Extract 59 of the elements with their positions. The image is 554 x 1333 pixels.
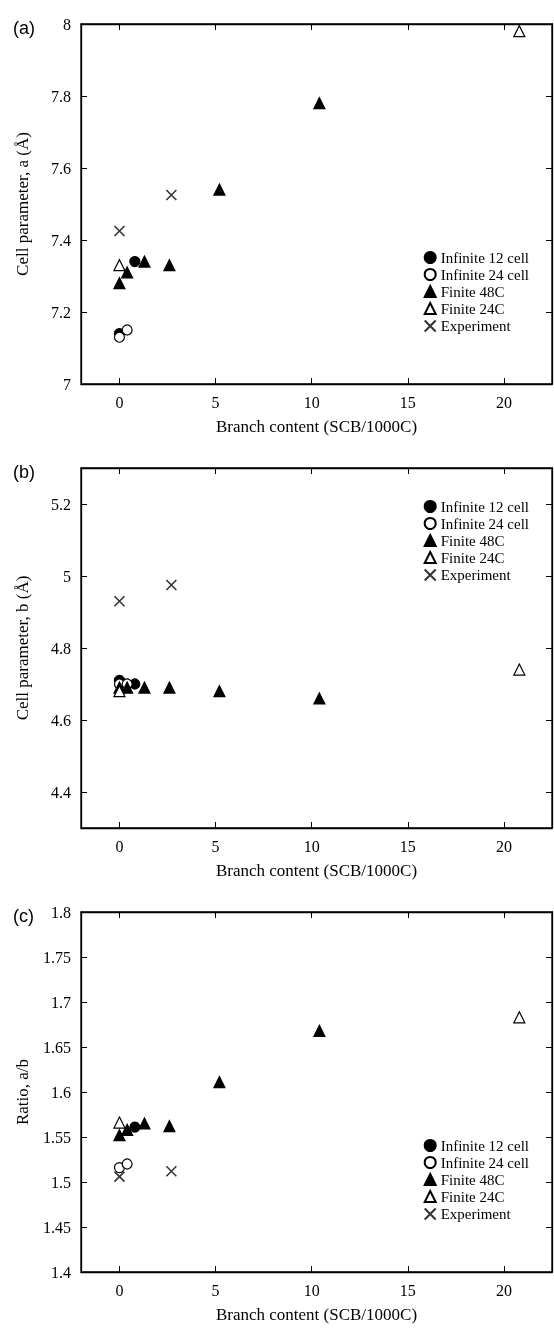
chart-title: (a) [13,18,35,38]
x-tick-label: 10 [303,1281,320,1299]
x-tick-label: 15 [399,837,416,855]
x-tick-label: 0 [115,393,124,411]
y-tick-label: 1.7 [51,993,71,1011]
legend-label: Finite 48C [440,283,505,300]
y-tick-label: 7.4 [51,231,71,249]
legend-label: Infinite 24 cell [440,1154,530,1171]
y-tick-label: 4.4 [51,783,71,801]
legend-label: Finite 48C [440,1171,505,1188]
x-tick-label: 0 [115,1281,124,1299]
legend-label: Finite 24C [440,549,505,566]
y-tick-label: 7.8 [51,87,71,105]
legend-label: Infinite 12 cell [440,249,530,266]
y-tick-label: 1.75 [43,948,71,966]
legend-label: Infinite 24 cell [440,515,530,532]
x-axis-title: Branch content (SCB/1000C) [215,1305,418,1324]
legend-label: Finite 24C [440,1188,505,1205]
x-tick-label: 5 [211,837,220,855]
x-tick-label: 10 [303,393,320,411]
legend-label: Infinite 12 cell [440,498,530,515]
legend-label: Infinite 24 cell [440,266,530,283]
legend-label: Experiment [440,1206,512,1222]
legend-label: Experiment [440,567,512,583]
y-tick-label: 7.2 [51,303,71,321]
y-tick-label: 8 [63,15,71,33]
y-axis-title: Cell parameter, a (Å) [13,132,32,276]
legend-label: Experiment [440,318,512,334]
y-tick-label: 4.6 [51,711,71,729]
y-axis-title: Ratio, a/b [13,1058,32,1126]
legend-label: Infinite 12 cell [440,1137,530,1154]
x-tick-label: 15 [399,393,416,411]
x-tick-label: 5 [211,1281,220,1299]
y-tick-label: 5 [63,567,71,585]
chart-title: (b) [13,462,35,482]
legend-label: Finite 48C [440,532,505,549]
x-tick-label: 20 [495,837,512,855]
x-tick-label: 15 [399,1281,416,1299]
y-tick-label: 1.8 [51,903,71,921]
x-tick-label: 0 [115,837,124,855]
x-axis-title: Branch content (SCB/1000C) [215,861,418,880]
x-tick-label: 10 [303,837,320,855]
y-tick-label: 5.2 [51,495,71,513]
x-tick-label: 20 [495,393,512,411]
y-tick-label: 1.4 [51,1263,71,1281]
x-tick-label: 5 [211,393,220,411]
y-tick-label: 1.5 [51,1173,71,1191]
y-tick-label: 1.65 [43,1038,71,1056]
y-axis-title: Cell parameter, b (Å) [13,575,32,721]
chart-title: (c) [13,906,34,926]
y-tick-label: 1.6 [51,1083,71,1101]
y-tick-label: 7.6 [51,159,71,177]
y-tick-label: 1.55 [43,1128,71,1146]
x-tick-label: 20 [495,1281,512,1299]
legend-label: Finite 24C [440,300,505,317]
y-tick-label: 7 [63,375,71,393]
x-axis-title: Branch content (SCB/1000C) [215,417,418,436]
y-tick-label: 4.8 [51,639,71,657]
y-tick-label: 1.45 [43,1218,71,1236]
